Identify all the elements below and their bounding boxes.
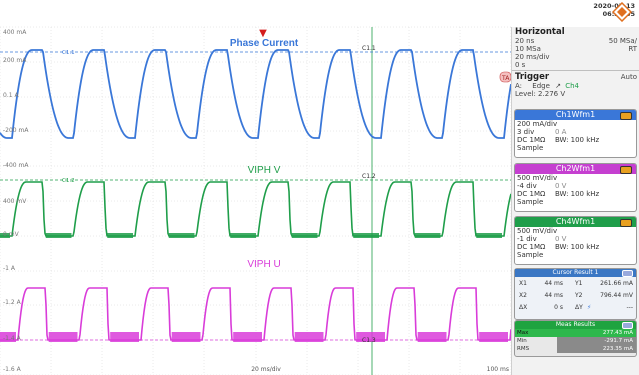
trace-viph-v-noise — [0, 233, 502, 238]
ch1-scale: 200 mA/div — [517, 120, 558, 128]
ch2-menu-icon[interactable] — [620, 166, 632, 174]
trace-phase-current — [0, 49, 511, 139]
left-axis-labels: 400 mA 200 mA 0.1 A -200 mA -400 mA 400 mV 0 m… — [3, 29, 29, 373]
axis-label: -1 A — [3, 265, 16, 272]
horizontal-heading[interactable]: Horizontal — [515, 27, 565, 37]
ch2-wfm-header: Ch2Wfm1 — [515, 164, 636, 174]
timebase-label: 20 ms/div — [251, 366, 281, 373]
horizontal-row-2[interactable]: 10 MSa RT — [515, 45, 637, 53]
cursor-label-c1-2: C1.2 — [362, 173, 376, 180]
date-text: 2020-05-13 — [593, 2, 635, 10]
axis-label: -1.2 A — [3, 299, 22, 306]
lightning-icon: ⚡ — [587, 304, 592, 311]
axis-label: 400 mV — [3, 198, 27, 205]
svg-text:TA: TA — [501, 75, 510, 82]
cursor-panel-icon[interactable] — [622, 270, 633, 277]
waveform-display[interactable]: Phase Current VIPH V VIPH U ▼ C1.1 C1.1 … — [0, 0, 511, 375]
horizontal-row-4[interactable]: 0 s — [515, 61, 526, 69]
horizontal-row-1[interactable]: 20 ns 50 MSa/ — [515, 37, 637, 45]
meas-panel-icon[interactable] — [622, 322, 633, 329]
axis-label: -400 mA — [3, 162, 29, 169]
title-viph-v: VIPH V — [248, 165, 281, 176]
meas-row-min: Min -291.7 mA — [515, 337, 636, 345]
ch1-wfm-panel[interactable]: Ch1Wfm1 200 mA/div 3 div 0 A DC 1MΩ BW: 10… — [514, 109, 637, 158]
meas-results-panel[interactable]: Meas Results Max 277.43 mA Min -291.7 mA R… — [514, 320, 637, 357]
trace-viph-u-noise — [0, 332, 508, 342]
ch2-wfm-panel[interactable]: Ch2Wfm1 500 mV/div -4 div 0 V DC 1MΩ BW: 1… — [514, 163, 637, 212]
meas-row-max: Max 277.43 mA — [515, 329, 636, 337]
ch4-wfm-panel[interactable]: Ch4Wfm1 500 mV/div -1 div 0 V DC 1MΩ BW: 1… — [514, 216, 637, 265]
trigger-mode: Auto — [620, 73, 637, 81]
channel-tag-ta[interactable]: TA — [499, 71, 511, 83]
ch1-wfm-header: Ch1Wfm1 — [515, 110, 636, 120]
cursor-result-panel[interactable]: Cursor Result 1 X1 44 ms Y1 261.66 mA X2… — [514, 268, 637, 320]
cursor-label-c1-2-left: C1.2 — [62, 178, 75, 184]
ch4-wfm-header: Ch4Wfm1 — [515, 217, 636, 227]
axis-label: -200 mA — [3, 127, 29, 134]
meas-row-rms: RMS 223.35 mA — [515, 345, 636, 353]
meas-results-header: Meas Results — [515, 321, 636, 329]
trigger-level[interactable]: Level: 2.276 V — [515, 90, 566, 98]
title-viph-u: VIPH U — [247, 259, 280, 270]
rohde-schwarz-logo-icon[interactable] — [612, 2, 632, 22]
ch4-menu-icon[interactable] — [620, 219, 632, 227]
axis-label: 0.1 A — [3, 92, 19, 99]
axis-label: 400 mA — [3, 29, 27, 36]
horizontal-row-3[interactable]: 20 ms/div — [515, 53, 550, 61]
axis-label: 200 mA — [3, 57, 27, 64]
trigger-position-marker[interactable]: ▼ — [259, 28, 267, 39]
cursor-label-c1-3: C1.3 — [362, 337, 376, 344]
axis-label: -1.4 A — [3, 335, 22, 342]
title-phase-current: Phase Current — [230, 38, 299, 49]
trigger-heading[interactable]: Trigger Auto — [515, 72, 637, 82]
top-bar: 2020-05-13 06:36:55 — [0, 0, 639, 27]
cursor-label-c1-1-left: C1.1 — [62, 50, 75, 56]
ch1-mode: Sample — [517, 144, 544, 152]
trigger-source-row[interactable]: A: Edge ↗ Ch4 — [515, 82, 580, 90]
cursor-result-header: Cursor Result 1 — [515, 269, 636, 277]
axis-label: 0 mV — [3, 231, 20, 238]
cursor-label-c1-1: C1.1 — [362, 45, 376, 52]
ch1-menu-icon[interactable] — [620, 112, 632, 120]
axis-label: -1.6 A — [3, 366, 22, 373]
edge-rising-icon: ↗ — [555, 82, 561, 90]
time-end-label: 100 ms — [487, 366, 509, 373]
